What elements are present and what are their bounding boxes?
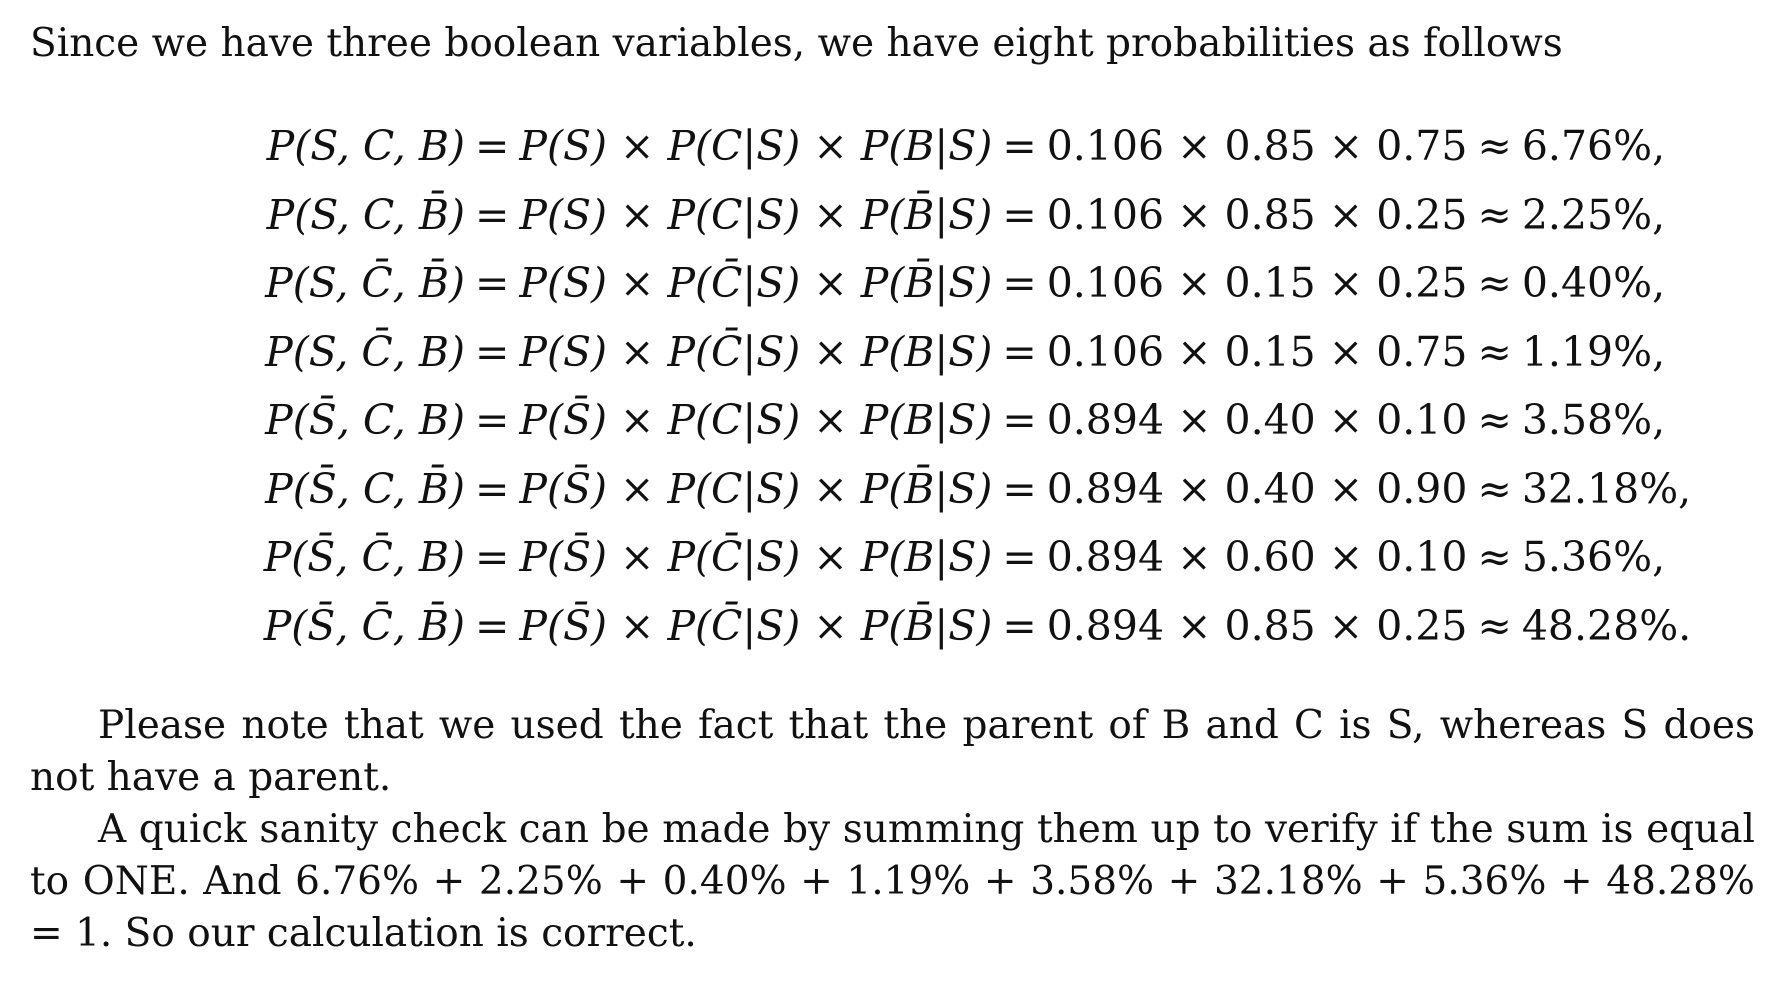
equation-row: P(S̄, C̄, B̄) = P(S̄) × P(C̄|S) × P(B̄|S… — [210, 592, 1692, 661]
equation-numeric: 0.106 × 0.15 × 0.75 — [1046, 327, 1468, 376]
equation-numeric: 0.894 × 0.60 × 0.10 — [1046, 533, 1468, 581]
equation-numeric: 0.894 × 0.85 × 0.25 — [1046, 601, 1468, 650]
equation-result: 32.18%, — [1521, 464, 1692, 513]
equation-row: P(S̄, C̄, B) = P(S̄) × P(C̄|S) × P(B|S) … — [210, 523, 1691, 592]
equation-expression: P(S) × P(C|S) × P(B|S) — [519, 122, 993, 170]
equation-expression: P(S̄) × P(C̄|S) × P(B|S) — [519, 533, 993, 581]
equation-lhs: P(S, C, B) — [266, 122, 465, 170]
equation-expression: P(S) × P(C|S) × P(B̄|S) — [519, 190, 993, 239]
equation-result: 48.28%. — [1521, 601, 1692, 650]
equation-lhs: P(S, C̄, B̄) — [265, 259, 465, 307]
equation-row: P(S̄, C, B) = P(S̄) × P(C|S) × P(B|S) = … — [210, 386, 1691, 455]
equation-result: 3.58%, — [1521, 396, 1666, 444]
intro-sentence: Since we have three boolean variables, w… — [30, 21, 1563, 66]
equation-expression: P(S̄) × P(C|S) × P(B̄|S) — [519, 464, 993, 513]
equation-row: P(S̄, C, B̄) = P(S̄) × P(C|S) × P(B̄|S) … — [210, 455, 1691, 524]
equation-lhs: P(S̄, C, B) — [265, 396, 465, 444]
sanity-check-paragraph: A quick sanity check can be made by summ… — [30, 807, 1755, 956]
equation-row: P(S, C̄, B) = P(S) × P(C̄|S) × P(B|S) = … — [210, 318, 1691, 387]
equation-row: P(S, C, B̄) = P(S) × P(C|S) × P(B̄|S) = … — [210, 181, 1691, 250]
equation-lhs: P(S̄, C̄, B) — [263, 533, 465, 581]
equation-result: 1.19%, — [1521, 327, 1666, 376]
equation-lhs: P(S, C, B̄) — [266, 190, 465, 239]
equation-numeric: 0.106 × 0.85 × 0.25 — [1046, 190, 1468, 239]
equation-expression: P(S̄) × P(C̄|S) × P(B̄|S) — [519, 601, 993, 650]
equation-block: P(S, C, B) = P(S) × P(C|S) × P(B|S) = 0.… — [210, 112, 1692, 661]
equation-expression: P(S̄) × P(C|S) × P(B|S) — [519, 396, 993, 444]
equation-numeric: 0.894 × 0.40 × 0.10 — [1046, 396, 1468, 444]
equation-row: P(S, C, B) = P(S) × P(C|S) × P(B|S) = 0.… — [210, 112, 1691, 181]
parent-note-paragraph: Please note that we used the fact that t… — [30, 703, 1755, 800]
equation-numeric: 0.106 × 0.15 × 0.25 — [1046, 259, 1468, 307]
equation-expression: P(S) × P(C̄|S) × P(B|S) — [519, 327, 993, 376]
equation-lhs: P(S̄, C, B̄) — [265, 464, 465, 513]
equation-result: 0.40%, — [1521, 259, 1666, 307]
equation-numeric: 0.106 × 0.85 × 0.75 — [1046, 122, 1468, 170]
equation-expression: P(S) × P(C̄|S) × P(B̄|S) — [519, 259, 993, 307]
equation-row: P(S, C̄, B̄) = P(S) × P(C̄|S) × P(B̄|S) … — [210, 249, 1691, 318]
equation-lhs: P(S̄, C̄, B̄) — [263, 601, 465, 650]
equation-result: 2.25%, — [1521, 190, 1666, 239]
equation-result: 6.76%, — [1521, 122, 1666, 170]
equation-lhs: P(S, C̄, B) — [265, 327, 465, 376]
equation-numeric: 0.894 × 0.40 × 0.90 — [1046, 464, 1468, 513]
equation-result: 5.36%, — [1521, 533, 1666, 581]
